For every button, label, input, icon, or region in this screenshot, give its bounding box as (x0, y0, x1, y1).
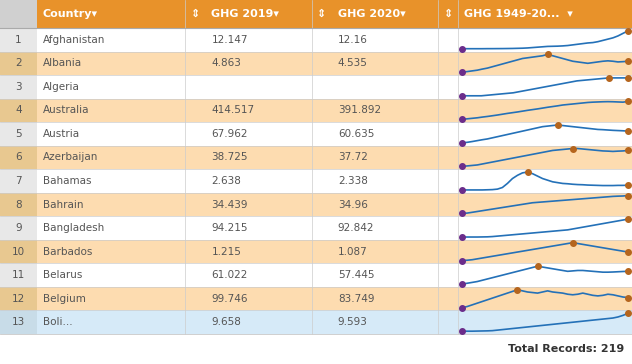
Bar (0, 193, 37, 216)
Bar (37, 122, 632, 146)
Text: 10: 10 (12, 247, 25, 257)
Text: 12.16: 12.16 (337, 35, 368, 45)
Text: Bahamas: Bahamas (42, 176, 91, 186)
Bar (37, 28, 632, 52)
Text: 92.842: 92.842 (337, 223, 374, 233)
Text: Algeria: Algeria (42, 82, 80, 92)
Text: 1.087: 1.087 (337, 247, 368, 257)
Text: 99.746: 99.746 (211, 294, 248, 304)
Bar (0, 0, 37, 28)
Text: Belarus: Belarus (42, 270, 82, 280)
Bar (37, 193, 632, 216)
Text: 57.445: 57.445 (337, 270, 374, 280)
Text: Country▾: Country▾ (42, 9, 98, 19)
Text: 2.638: 2.638 (211, 176, 241, 186)
Bar (37, 287, 632, 310)
Text: 4: 4 (15, 106, 21, 115)
Bar (37, 240, 632, 264)
Text: 9.593: 9.593 (337, 317, 368, 327)
Text: Azerbaijan: Azerbaijan (42, 153, 98, 162)
Text: Afghanistan: Afghanistan (42, 35, 105, 45)
Text: 94.215: 94.215 (211, 223, 248, 233)
Text: Bangladesh: Bangladesh (42, 223, 104, 233)
Text: 7: 7 (15, 176, 21, 186)
Text: 12: 12 (12, 294, 25, 304)
Bar (0, 28, 37, 52)
Bar (0, 0, 632, 28)
Bar (0, 310, 37, 334)
Bar (37, 75, 632, 99)
Text: 6: 6 (15, 153, 21, 162)
Text: 9: 9 (15, 223, 21, 233)
Text: 34.439: 34.439 (211, 199, 248, 210)
Text: Belgium: Belgium (42, 294, 85, 304)
Text: 34.96: 34.96 (337, 199, 368, 210)
Text: GHG 1949-20...  ▾: GHG 1949-20... ▾ (464, 9, 573, 19)
Text: 61.022: 61.022 (211, 270, 248, 280)
Text: 8: 8 (15, 199, 21, 210)
Bar (0, 122, 37, 146)
Text: 2: 2 (15, 58, 21, 68)
Text: 11: 11 (12, 270, 25, 280)
Bar (0, 75, 37, 99)
Text: 4.535: 4.535 (337, 58, 368, 68)
Bar (0, 169, 37, 193)
Text: 60.635: 60.635 (337, 129, 374, 139)
Text: 12.147: 12.147 (211, 35, 248, 45)
Text: Austria: Austria (42, 129, 80, 139)
Bar (37, 310, 632, 334)
Bar (0, 52, 37, 75)
Bar (37, 169, 632, 193)
Text: ⇕: ⇕ (444, 9, 453, 19)
Text: Total Records: 219: Total Records: 219 (507, 344, 624, 354)
Bar (37, 52, 632, 75)
Text: 9.658: 9.658 (211, 317, 241, 327)
Bar (0, 264, 37, 287)
Text: 4.863: 4.863 (211, 58, 241, 68)
Bar (0, 216, 37, 240)
Text: Barbados: Barbados (42, 247, 92, 257)
Text: ⇕: ⇕ (317, 9, 326, 19)
Text: Boli...: Boli... (42, 317, 72, 327)
Text: 13: 13 (12, 317, 25, 327)
Text: 1.215: 1.215 (211, 247, 241, 257)
Text: Albania: Albania (42, 58, 82, 68)
Bar (0, 287, 37, 310)
Text: Australia: Australia (42, 106, 89, 115)
Text: GHG 2020▾: GHG 2020▾ (337, 9, 406, 19)
Text: 67.962: 67.962 (211, 129, 248, 139)
Bar (37, 146, 632, 169)
Text: 83.749: 83.749 (337, 294, 374, 304)
Text: Bahrain: Bahrain (42, 199, 83, 210)
Bar (0, 146, 37, 169)
Text: 38.725: 38.725 (211, 153, 248, 162)
Bar (37, 216, 632, 240)
Text: 2.338: 2.338 (337, 176, 368, 186)
Text: 391.892: 391.892 (337, 106, 381, 115)
Text: ⇕: ⇕ (191, 9, 200, 19)
Text: GHG 2019▾: GHG 2019▾ (211, 9, 279, 19)
Bar (0, 240, 37, 264)
Bar (0, 99, 37, 122)
Bar (37, 99, 632, 122)
Text: 1: 1 (15, 35, 21, 45)
Text: 37.72: 37.72 (337, 153, 368, 162)
Text: 5: 5 (15, 129, 21, 139)
Text: 3: 3 (15, 82, 21, 92)
Bar (37, 264, 632, 287)
Text: 414.517: 414.517 (211, 106, 255, 115)
